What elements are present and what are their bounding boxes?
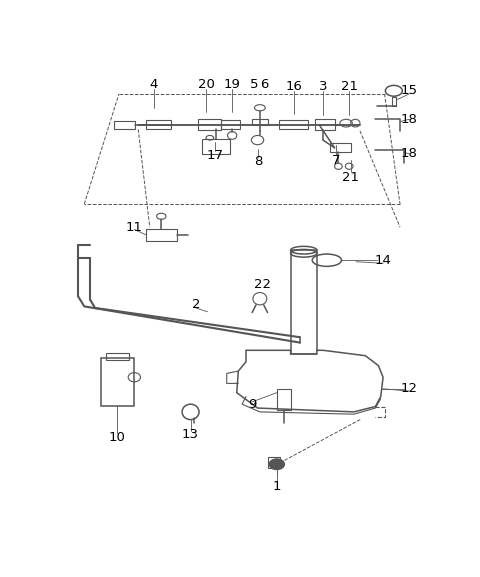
Text: 11: 11 bbox=[126, 220, 143, 234]
Bar bbox=[221, 120, 240, 129]
Text: 2: 2 bbox=[192, 298, 200, 310]
Bar bbox=[101, 358, 133, 406]
Text: 18: 18 bbox=[401, 113, 418, 126]
Text: 19: 19 bbox=[224, 78, 240, 91]
Bar bbox=[252, 118, 267, 125]
Bar bbox=[392, 97, 396, 106]
Text: 7: 7 bbox=[332, 153, 340, 167]
Text: 16: 16 bbox=[285, 80, 302, 93]
Polygon shape bbox=[237, 350, 383, 412]
Text: 5: 5 bbox=[250, 78, 259, 91]
Bar bbox=[146, 228, 177, 241]
Text: 9: 9 bbox=[248, 398, 256, 411]
Text: 6: 6 bbox=[260, 78, 269, 91]
Text: 12: 12 bbox=[401, 383, 418, 395]
Bar bbox=[291, 250, 317, 354]
Ellipse shape bbox=[269, 459, 285, 470]
Bar bbox=[106, 353, 129, 360]
Text: 10: 10 bbox=[108, 431, 125, 444]
Text: 18: 18 bbox=[401, 148, 418, 160]
Text: 3: 3 bbox=[319, 80, 327, 93]
Bar bbox=[277, 389, 291, 410]
Text: 1: 1 bbox=[273, 480, 281, 493]
Bar bbox=[146, 120, 170, 129]
Text: 20: 20 bbox=[198, 78, 215, 91]
Text: 14: 14 bbox=[374, 254, 392, 267]
Text: 17: 17 bbox=[207, 149, 224, 162]
Text: 15: 15 bbox=[401, 84, 418, 98]
Text: 22: 22 bbox=[254, 278, 272, 291]
Bar bbox=[198, 119, 221, 130]
Text: 4: 4 bbox=[149, 78, 158, 91]
Bar bbox=[330, 143, 351, 152]
Text: 13: 13 bbox=[182, 429, 199, 441]
Bar bbox=[267, 458, 280, 468]
Bar bbox=[202, 138, 230, 154]
Bar bbox=[114, 121, 135, 129]
Text: 8: 8 bbox=[254, 155, 263, 168]
Text: 21: 21 bbox=[342, 171, 359, 183]
Text: 21: 21 bbox=[341, 80, 358, 93]
Bar bbox=[315, 119, 336, 130]
Bar bbox=[279, 120, 308, 129]
